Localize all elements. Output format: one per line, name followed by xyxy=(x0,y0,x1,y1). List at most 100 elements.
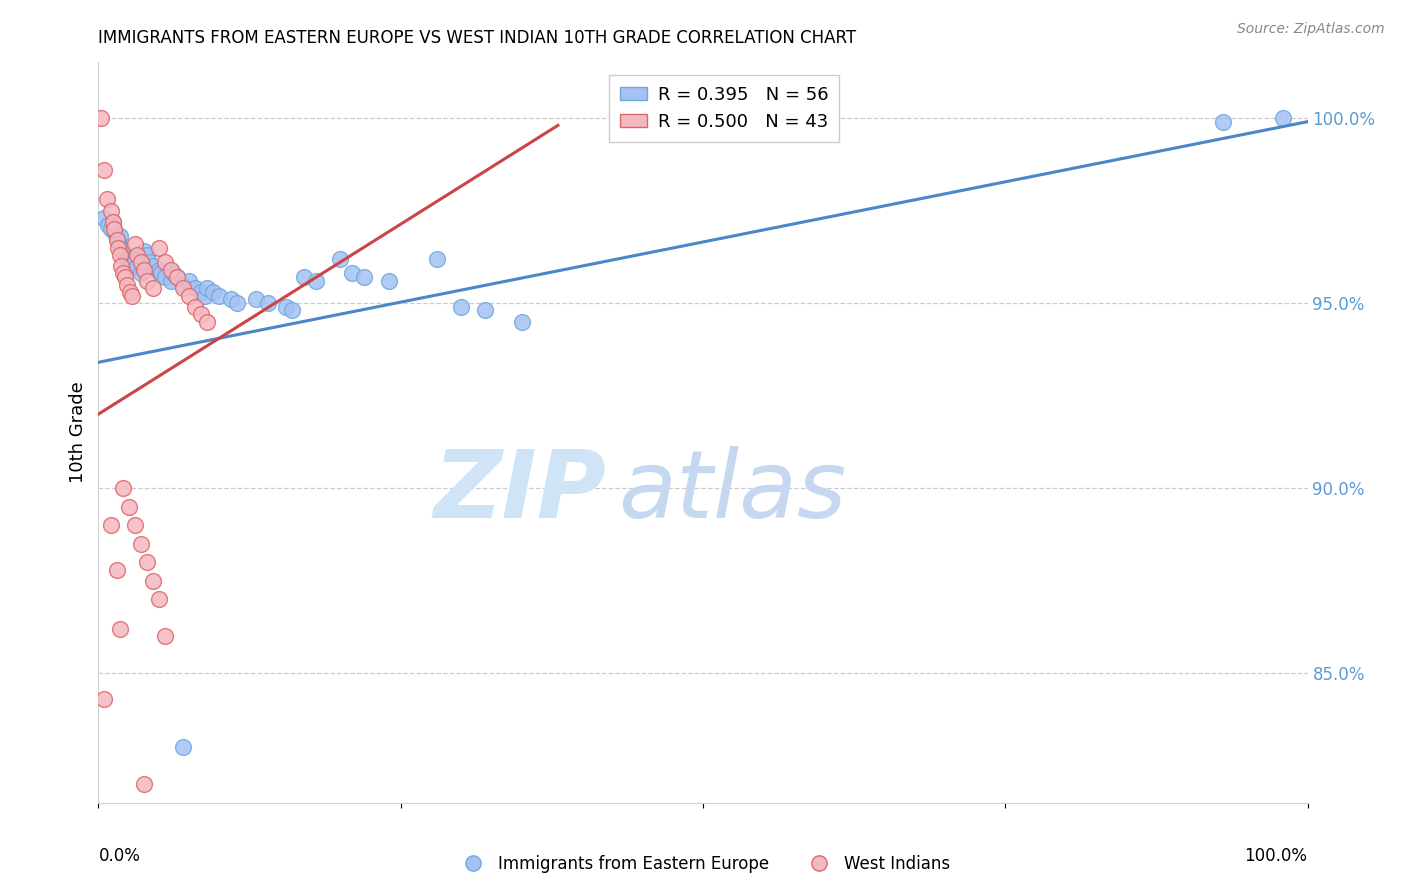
Point xyxy=(118,285,141,299)
Legend: Immigrants from Eastern Europe, West Indians: Immigrants from Eastern Europe, West Ind… xyxy=(450,848,956,880)
Point xyxy=(118,259,141,273)
Point xyxy=(150,267,173,281)
Point xyxy=(108,236,131,251)
Point xyxy=(1212,114,1234,128)
Point xyxy=(172,740,194,755)
Text: 0.0%: 0.0% xyxy=(98,847,141,865)
Point xyxy=(118,255,141,269)
Point xyxy=(100,222,122,236)
Point xyxy=(127,259,149,273)
Point xyxy=(153,255,176,269)
Point xyxy=(100,518,122,533)
Point xyxy=(129,255,152,269)
Point xyxy=(245,293,267,307)
Point xyxy=(1272,111,1295,125)
Point xyxy=(474,303,496,318)
Point xyxy=(124,518,146,533)
Point xyxy=(114,270,136,285)
Text: Source: ZipAtlas.com: Source: ZipAtlas.com xyxy=(1237,22,1385,37)
Text: IMMIGRANTS FROM EASTERN EUROPE VS WEST INDIAN 10TH GRADE CORRELATION CHART: IMMIGRANTS FROM EASTERN EUROPE VS WEST I… xyxy=(98,29,856,47)
Point xyxy=(179,288,201,302)
Point xyxy=(135,248,157,262)
Point xyxy=(153,270,176,285)
Point xyxy=(184,300,207,314)
Point xyxy=(172,281,194,295)
Point xyxy=(148,262,170,277)
Point xyxy=(195,314,218,328)
Point xyxy=(124,236,146,251)
Point xyxy=(108,248,131,262)
Point xyxy=(135,555,157,569)
Point xyxy=(329,252,352,266)
Point xyxy=(426,252,449,266)
Point xyxy=(110,259,132,273)
Point xyxy=(101,214,124,228)
Point xyxy=(256,296,278,310)
Point xyxy=(208,288,231,302)
Text: ZIP: ZIP xyxy=(433,446,606,538)
Point xyxy=(510,314,533,328)
Legend: R = 0.395   N = 56, R = 0.500   N = 43: R = 0.395 N = 56, R = 0.500 N = 43 xyxy=(609,75,839,142)
Point xyxy=(153,629,176,643)
Point xyxy=(377,274,399,288)
Point xyxy=(117,277,139,292)
Point xyxy=(148,240,170,254)
Point xyxy=(353,270,375,285)
Point xyxy=(221,293,243,307)
Point xyxy=(108,229,131,244)
Point xyxy=(148,592,170,607)
Point xyxy=(111,244,134,259)
Point xyxy=(134,262,156,277)
Point xyxy=(93,211,115,225)
Point xyxy=(110,240,132,254)
Point xyxy=(166,270,188,285)
Point xyxy=(179,274,201,288)
Point xyxy=(305,274,328,288)
Y-axis label: 10th Grade: 10th Grade xyxy=(69,382,87,483)
Point xyxy=(97,219,120,233)
Point xyxy=(450,300,472,314)
Point xyxy=(160,262,183,277)
Point xyxy=(96,193,118,207)
Point xyxy=(111,267,134,281)
Point xyxy=(100,203,122,218)
Point xyxy=(114,248,136,262)
Point xyxy=(93,162,115,177)
Point xyxy=(108,622,131,636)
Point xyxy=(121,288,143,302)
Point xyxy=(162,267,184,281)
Point xyxy=(166,270,188,285)
Point xyxy=(184,281,207,295)
Point xyxy=(103,222,125,236)
Point xyxy=(342,267,364,281)
Point xyxy=(107,233,129,247)
Point xyxy=(101,214,124,228)
Point xyxy=(121,252,143,266)
Point xyxy=(118,500,141,514)
Point xyxy=(142,259,165,273)
Point xyxy=(127,248,149,262)
Point xyxy=(160,274,183,288)
Point xyxy=(202,285,225,299)
Point xyxy=(142,281,165,295)
Point xyxy=(129,267,152,281)
Point xyxy=(107,240,129,254)
Point xyxy=(135,274,157,288)
Point xyxy=(195,281,218,295)
Point xyxy=(134,777,156,791)
Point xyxy=(172,277,194,292)
Point xyxy=(129,536,152,550)
Point xyxy=(190,285,212,299)
Point xyxy=(194,288,217,302)
Point xyxy=(142,574,165,588)
Point xyxy=(134,244,156,259)
Point xyxy=(104,226,127,240)
Point xyxy=(292,270,315,285)
Point xyxy=(281,303,304,318)
Point xyxy=(93,692,115,706)
Point xyxy=(274,300,297,314)
Point xyxy=(90,111,112,125)
Point xyxy=(226,296,249,310)
Point xyxy=(111,481,134,495)
Text: atlas: atlas xyxy=(619,446,846,537)
